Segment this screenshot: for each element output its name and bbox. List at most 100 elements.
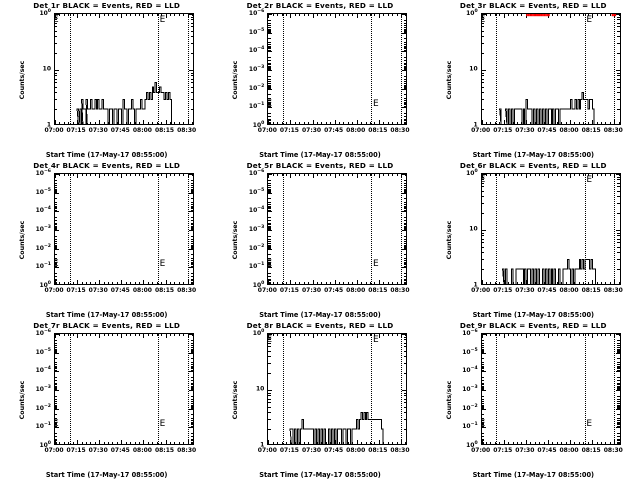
y-tick — [402, 334, 407, 335]
x-tick-minor — [72, 441, 74, 444]
y-tick-minor — [55, 419, 58, 421]
y-tick — [55, 371, 59, 373]
y-tick-minor — [55, 281, 58, 283]
y-tick — [615, 14, 620, 15]
x-tick-minor — [494, 334, 496, 337]
x-tick-minor — [517, 121, 519, 124]
y-tick-minor — [55, 401, 58, 403]
y-tick-minor — [55, 201, 58, 203]
y-tick-minor — [190, 414, 193, 416]
y-tick-minor — [55, 388, 58, 390]
time-marker-line — [371, 14, 373, 124]
x-tick — [503, 440, 505, 444]
x-tick-label: 08:00 — [346, 287, 366, 294]
x-tick-minor — [396, 441, 398, 444]
x-tick-minor — [90, 441, 92, 444]
y-tick-minor — [190, 53, 193, 55]
event-marker-start: E — [481, 419, 486, 429]
x-tick-minor — [94, 174, 96, 177]
x-tick-minor — [130, 281, 132, 284]
x-tick-minor — [59, 174, 61, 177]
x-tick-minor — [72, 14, 74, 17]
event-trace — [55, 174, 193, 284]
y-tick-minor — [190, 259, 193, 261]
y-tick-minor — [268, 62, 271, 64]
x-tick-label: 07:00 — [44, 127, 64, 134]
x-tick-minor — [512, 174, 514, 177]
y-tick-minor — [268, 373, 271, 375]
y-tick-minor — [617, 419, 620, 421]
y-tick-minor — [190, 425, 193, 427]
x-tick-label: 07:15 — [66, 287, 86, 294]
y-tick-minor — [404, 189, 407, 191]
panel-det-5: Det 5r BLACK = Events, RED = LLD Counts/s… — [213, 160, 426, 320]
x-tick-minor — [618, 174, 620, 177]
x-tick-minor — [392, 121, 394, 124]
y-tick-minor — [404, 31, 407, 33]
x-tick-minor — [352, 121, 354, 124]
x-tick-minor — [587, 121, 589, 124]
y-tick-minor — [55, 229, 58, 231]
y-tick-minor — [617, 179, 620, 181]
y-tick-minor — [190, 208, 193, 210]
y-tick-minor — [617, 384, 620, 386]
y-tick-minor — [190, 351, 193, 353]
x-tick-minor — [556, 441, 558, 444]
y-tick-minor — [268, 220, 271, 222]
y-tick-minor — [268, 261, 271, 263]
x-tick-minor — [281, 14, 283, 17]
x-tick-minor — [169, 121, 171, 124]
y-tick-minor — [55, 349, 58, 351]
x-tick-minor — [68, 281, 70, 284]
y-tick-minor — [268, 356, 271, 358]
x-tick-minor — [499, 174, 501, 177]
x-tick-minor — [103, 441, 105, 444]
y-tick-minor — [55, 222, 58, 224]
y-tick-minor — [481, 419, 484, 421]
y-tick-minor — [190, 406, 193, 408]
y-tick-minor — [404, 235, 407, 237]
x-tick-minor — [116, 14, 118, 17]
y-tick-minor — [404, 406, 407, 408]
y-tick-minor — [617, 348, 620, 350]
x-tick-minor — [325, 281, 327, 284]
x-tick-label: 07:00 — [471, 447, 491, 454]
y-tick-minor — [190, 220, 193, 222]
x-tick-minor — [618, 281, 620, 284]
y-tick-label: 10−5 — [462, 347, 478, 356]
x-tick — [165, 120, 167, 124]
y-tick-minor — [617, 382, 620, 384]
x-tick-minor — [303, 14, 305, 17]
x-tick — [503, 14, 505, 18]
y-tick-minor — [617, 269, 620, 271]
y-tick-minor — [268, 339, 271, 341]
y-tick-minor — [404, 402, 407, 404]
panel-det-3: Det 3r BLACK = Events, RED = LLD Counts/s… — [427, 0, 640, 160]
x-tick-minor — [534, 441, 536, 444]
x-tick-minor — [392, 441, 394, 444]
x-tick — [165, 174, 167, 178]
x-tick — [77, 174, 79, 178]
y-tick-minor — [268, 210, 271, 212]
y-tick-minor — [55, 441, 58, 443]
y-tick-label: 100 — [252, 329, 265, 337]
y-tick-minor — [481, 351, 484, 353]
x-tick-minor — [565, 281, 567, 284]
y-tick-minor — [404, 182, 407, 184]
y-tick-label: 1 — [473, 281, 478, 289]
y-tick-minor — [190, 75, 193, 77]
x-tick-minor — [583, 14, 585, 17]
y-tick-minor — [617, 389, 620, 391]
x-tick-minor — [609, 121, 611, 124]
y-tick-minor — [268, 392, 271, 394]
y-tick-minor — [268, 103, 271, 105]
y-tick-minor — [55, 36, 58, 38]
x-tick-minor — [321, 281, 323, 284]
y-tick — [55, 352, 59, 354]
y-tick-minor — [404, 246, 407, 248]
y-tick-minor — [190, 179, 193, 181]
x-tick-label: 08:00 — [559, 127, 579, 134]
y-tick-minor — [55, 19, 58, 21]
x-axis-label: Start Time (17-May-17 08:55:00) — [472, 151, 595, 159]
x-tick-minor — [578, 334, 580, 337]
